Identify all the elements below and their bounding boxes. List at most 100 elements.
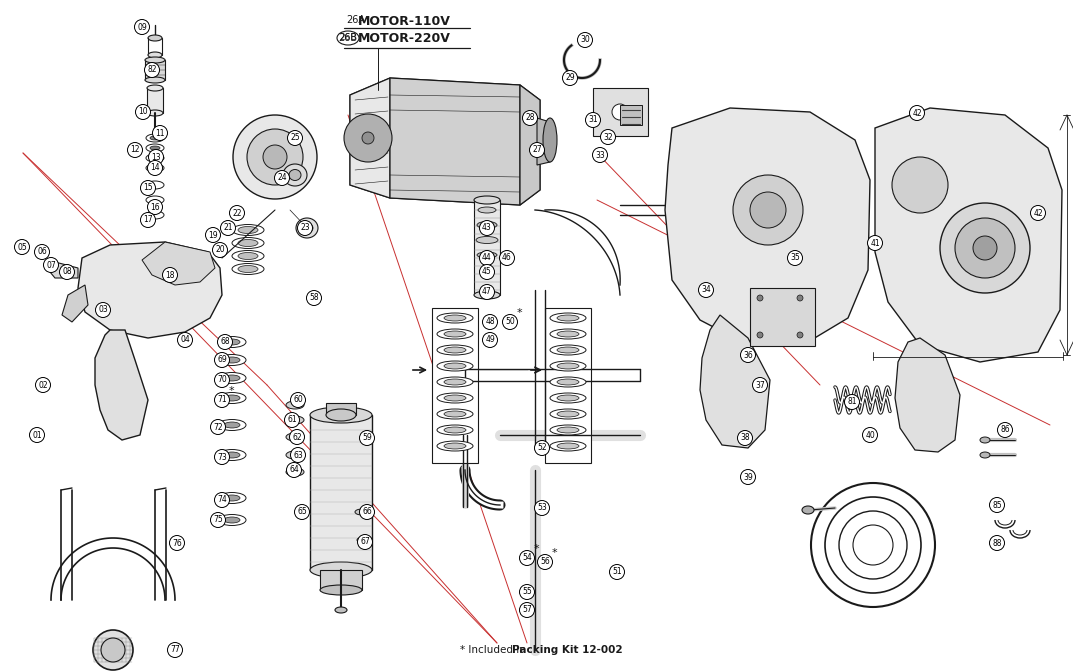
Text: 40: 40 bbox=[865, 431, 874, 439]
Text: *: * bbox=[552, 548, 557, 558]
Circle shape bbox=[290, 429, 305, 444]
Circle shape bbox=[797, 332, 803, 338]
Text: 70: 70 bbox=[217, 376, 226, 384]
Circle shape bbox=[215, 353, 230, 368]
Bar bbox=[310, 415, 372, 570]
Ellipse shape bbox=[148, 35, 162, 41]
Ellipse shape bbox=[550, 329, 586, 339]
Circle shape bbox=[523, 110, 538, 126]
Circle shape bbox=[740, 470, 755, 485]
Text: 77: 77 bbox=[171, 646, 180, 655]
Text: 41: 41 bbox=[870, 239, 880, 247]
Text: 72: 72 bbox=[214, 423, 223, 431]
Text: 25: 25 bbox=[290, 134, 299, 142]
Ellipse shape bbox=[146, 181, 164, 189]
Ellipse shape bbox=[146, 196, 164, 204]
Circle shape bbox=[480, 284, 495, 300]
Text: 42: 42 bbox=[912, 108, 922, 118]
Circle shape bbox=[1030, 206, 1045, 220]
Text: 23: 23 bbox=[300, 224, 310, 233]
Circle shape bbox=[212, 243, 227, 257]
Polygon shape bbox=[350, 78, 540, 205]
Text: 69: 69 bbox=[217, 355, 226, 364]
Text: 48: 48 bbox=[485, 317, 495, 327]
Circle shape bbox=[529, 142, 544, 157]
Circle shape bbox=[480, 251, 495, 265]
Text: 81: 81 bbox=[848, 398, 856, 407]
Text: 60: 60 bbox=[293, 396, 303, 405]
Circle shape bbox=[218, 335, 233, 349]
Text: 30: 30 bbox=[580, 36, 590, 44]
Circle shape bbox=[170, 536, 185, 550]
Circle shape bbox=[134, 19, 149, 34]
Ellipse shape bbox=[550, 393, 586, 403]
Ellipse shape bbox=[550, 361, 586, 371]
Circle shape bbox=[788, 251, 803, 265]
Circle shape bbox=[592, 147, 607, 163]
Circle shape bbox=[344, 114, 392, 162]
Circle shape bbox=[756, 295, 763, 301]
Text: 35: 35 bbox=[790, 253, 799, 263]
Circle shape bbox=[973, 236, 997, 260]
Ellipse shape bbox=[477, 222, 497, 228]
Bar bbox=[750, 288, 815, 346]
Ellipse shape bbox=[238, 239, 258, 247]
Circle shape bbox=[577, 32, 592, 48]
Circle shape bbox=[534, 441, 549, 456]
Circle shape bbox=[756, 332, 763, 338]
Ellipse shape bbox=[335, 607, 347, 613]
Ellipse shape bbox=[980, 452, 990, 458]
Text: 02: 02 bbox=[39, 380, 48, 390]
Bar bbox=[620, 105, 642, 125]
Text: 52: 52 bbox=[538, 444, 547, 452]
Ellipse shape bbox=[218, 355, 246, 366]
Text: 42: 42 bbox=[1033, 208, 1043, 218]
Ellipse shape bbox=[146, 211, 164, 219]
Ellipse shape bbox=[238, 226, 258, 233]
Circle shape bbox=[215, 392, 230, 407]
Bar bbox=[145, 60, 165, 80]
Ellipse shape bbox=[550, 345, 586, 355]
Ellipse shape bbox=[147, 85, 163, 91]
Text: 10: 10 bbox=[138, 108, 148, 116]
Circle shape bbox=[177, 333, 192, 347]
Polygon shape bbox=[62, 285, 88, 322]
Circle shape bbox=[989, 497, 1004, 513]
Text: 01: 01 bbox=[32, 431, 42, 439]
Ellipse shape bbox=[232, 237, 264, 249]
Ellipse shape bbox=[302, 223, 313, 233]
Ellipse shape bbox=[286, 451, 304, 459]
Ellipse shape bbox=[557, 411, 579, 417]
Text: 21: 21 bbox=[223, 224, 233, 233]
Ellipse shape bbox=[218, 372, 246, 384]
Circle shape bbox=[93, 630, 133, 670]
Text: 17: 17 bbox=[143, 216, 152, 224]
Circle shape bbox=[357, 534, 372, 550]
Ellipse shape bbox=[286, 401, 304, 409]
Circle shape bbox=[612, 104, 628, 120]
Text: 08: 08 bbox=[62, 267, 72, 276]
Ellipse shape bbox=[150, 156, 160, 160]
Ellipse shape bbox=[557, 395, 579, 401]
Circle shape bbox=[294, 505, 309, 519]
Circle shape bbox=[101, 638, 124, 662]
Circle shape bbox=[844, 394, 859, 409]
Circle shape bbox=[538, 554, 553, 569]
Text: 85: 85 bbox=[993, 501, 1002, 509]
Text: 32: 32 bbox=[603, 132, 613, 142]
Ellipse shape bbox=[550, 409, 586, 419]
Circle shape bbox=[15, 239, 29, 255]
Circle shape bbox=[291, 448, 306, 462]
Circle shape bbox=[128, 142, 143, 157]
Text: 07: 07 bbox=[46, 261, 56, 269]
Circle shape bbox=[297, 220, 312, 235]
Circle shape bbox=[152, 126, 167, 140]
Circle shape bbox=[752, 378, 767, 392]
Circle shape bbox=[35, 378, 50, 392]
Circle shape bbox=[34, 245, 49, 259]
Circle shape bbox=[247, 129, 303, 185]
Text: 64: 64 bbox=[289, 466, 299, 474]
Text: 67: 67 bbox=[361, 538, 370, 546]
Circle shape bbox=[210, 419, 225, 435]
Text: 62: 62 bbox=[292, 433, 302, 442]
